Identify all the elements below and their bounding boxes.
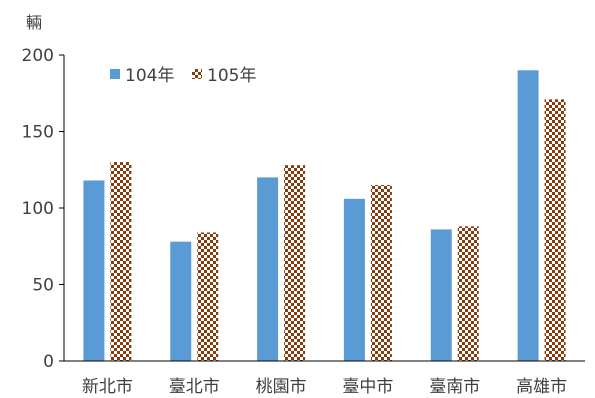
bar-104-3 xyxy=(343,198,365,361)
y-tick-label: 100 xyxy=(22,199,54,219)
legend-label-104: 104年 xyxy=(125,66,174,86)
legend-swatch-105 xyxy=(192,69,202,79)
x-category-label: 高雄市 xyxy=(516,377,567,397)
bar-105-4 xyxy=(457,226,479,361)
x-category-label: 桃園市 xyxy=(256,377,307,397)
bar-105-2 xyxy=(284,165,306,361)
legend-swatch-104 xyxy=(110,69,120,79)
legend: 104年 105年 xyxy=(110,66,256,86)
bar-105-0 xyxy=(110,162,132,361)
y-tick-label: 150 xyxy=(22,123,54,143)
bars xyxy=(83,70,566,362)
y-unit-label: 輛 xyxy=(26,13,42,32)
x-category-label: 臺北市 xyxy=(169,377,220,397)
bar-104-5 xyxy=(517,70,539,362)
bar-104-4 xyxy=(430,229,452,361)
legend-label-105: 105年 xyxy=(207,66,256,86)
bar-105-1 xyxy=(197,232,219,361)
bar-105-3 xyxy=(370,185,392,361)
y-tick-label: 0 xyxy=(43,352,54,372)
x-category-label: 臺南市 xyxy=(429,377,480,397)
bar-104-2 xyxy=(257,177,279,361)
y-tick-label: 50 xyxy=(32,276,54,296)
y-axis: 0 50 100 150 200 xyxy=(22,46,65,372)
bar-104-1 xyxy=(170,241,192,361)
y-tick-label: 200 xyxy=(22,46,54,66)
x-axis: 新北市 臺北市 桃園市 臺中市 臺南市 高雄市 xyxy=(64,360,585,397)
x-category-label: 臺中市 xyxy=(342,377,393,397)
bar-104-0 xyxy=(83,180,105,361)
bar-105-5 xyxy=(544,99,566,362)
x-category-label: 新北市 xyxy=(82,377,133,397)
